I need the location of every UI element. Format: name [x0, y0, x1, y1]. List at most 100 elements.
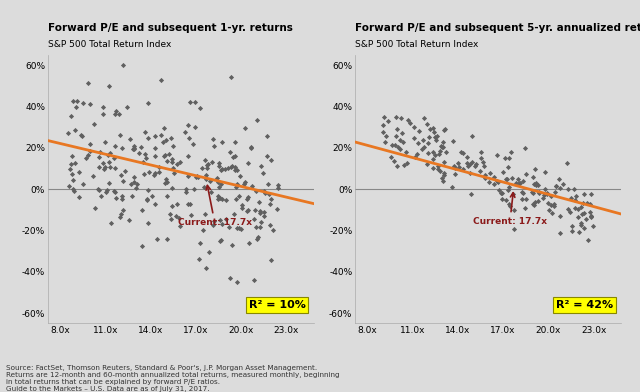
Point: [156, 132, 166, 138]
Point: [185, 99, 195, 105]
Point: [76, 132, 86, 138]
Point: [573, 206, 583, 212]
Point: [100, 139, 110, 145]
Point: [68, 177, 78, 183]
Point: [182, 201, 193, 207]
Point: [209, 143, 220, 149]
Point: [168, 165, 178, 171]
Point: [586, 214, 596, 220]
Point: [214, 184, 224, 190]
Point: [271, 206, 282, 212]
Point: [250, 207, 260, 213]
Point: [259, 170, 269, 176]
Point: [478, 158, 488, 165]
Point: [531, 180, 541, 186]
Point: [527, 174, 538, 180]
Point: [492, 178, 502, 184]
Point: [479, 163, 489, 169]
Point: [576, 222, 586, 229]
Point: [202, 165, 212, 171]
Point: [568, 186, 579, 192]
Point: [168, 143, 179, 149]
Point: [140, 151, 150, 157]
Point: [579, 191, 589, 197]
Point: [507, 175, 517, 181]
Point: [115, 111, 125, 117]
Point: [159, 153, 169, 160]
Point: [240, 179, 250, 185]
Point: [264, 200, 275, 207]
Point: [246, 145, 256, 151]
Point: [529, 202, 539, 208]
Point: [563, 160, 573, 167]
Point: [217, 139, 227, 145]
Point: [81, 154, 91, 161]
Point: [181, 189, 191, 195]
Point: [200, 211, 211, 218]
Point: [262, 133, 273, 140]
Point: [66, 113, 76, 120]
Point: [533, 182, 543, 188]
Point: [125, 181, 136, 187]
Point: [547, 210, 557, 216]
Point: [94, 153, 104, 160]
Point: [232, 279, 242, 285]
Point: [116, 196, 127, 202]
Point: [83, 152, 93, 159]
Point: [450, 171, 460, 178]
Point: [67, 171, 77, 177]
Point: [439, 170, 449, 176]
Point: [216, 237, 226, 243]
Point: [266, 256, 276, 263]
Point: [563, 185, 573, 192]
Point: [127, 193, 137, 200]
Point: [171, 213, 181, 219]
Point: [212, 175, 222, 181]
Point: [497, 196, 507, 203]
Point: [533, 190, 543, 196]
Point: [225, 275, 235, 281]
Point: [504, 202, 515, 209]
Point: [422, 121, 432, 127]
Point: [105, 163, 115, 170]
Point: [172, 161, 182, 167]
Point: [227, 241, 237, 248]
Point: [497, 190, 508, 196]
Point: [509, 207, 519, 214]
Point: [463, 163, 473, 170]
Point: [243, 240, 253, 246]
Point: [408, 123, 419, 130]
Point: [433, 166, 444, 172]
Point: [546, 193, 556, 199]
Point: [104, 180, 114, 186]
Point: [428, 156, 438, 162]
Point: [195, 104, 205, 111]
Point: [428, 149, 438, 155]
Point: [132, 181, 142, 187]
Point: [201, 265, 211, 271]
Point: [428, 125, 438, 131]
Point: [489, 181, 499, 187]
Point: [198, 227, 209, 233]
Text: R² = 10%: R² = 10%: [249, 300, 306, 310]
Point: [465, 170, 475, 176]
Point: [542, 191, 552, 197]
Point: [162, 158, 172, 164]
Point: [125, 136, 135, 142]
Point: [480, 172, 490, 178]
Point: [255, 223, 265, 230]
Point: [403, 117, 413, 123]
Point: [181, 186, 191, 192]
Point: [161, 137, 172, 143]
Point: [458, 150, 468, 156]
Point: [462, 160, 472, 167]
Point: [447, 138, 458, 144]
Text: Forward P/E and subsequent 1-yr. returns: Forward P/E and subsequent 1-yr. returns: [48, 23, 293, 33]
Point: [209, 218, 219, 224]
Point: [97, 111, 108, 117]
Point: [394, 137, 404, 143]
Point: [120, 168, 130, 174]
Point: [70, 160, 81, 166]
Point: [458, 166, 468, 172]
Point: [493, 179, 504, 185]
